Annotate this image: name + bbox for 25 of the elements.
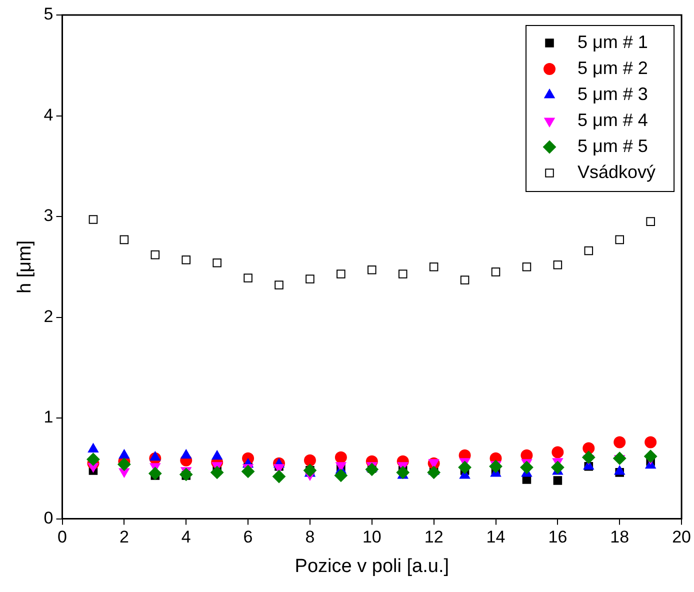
legend-label: 5 μm # 2 [578,58,648,78]
x-axis-title: Pozice v poli [a.u.] [294,556,449,577]
y-tick-label: 0 [44,508,54,528]
x-tick-label: 12 [424,528,444,547]
x-tick-label: 2 [119,528,129,547]
y-tick-label: 3 [44,206,54,226]
x-tick-label: 0 [58,528,67,547]
x-tick-label: 4 [181,528,191,547]
x-tick-label: 18 [610,528,630,547]
y-tick-label: 2 [44,306,54,326]
legend-label: Vsádkový [578,162,656,182]
x-tick-label: 20 [672,528,692,547]
y-axis-title: h [μm] [14,240,36,294]
x-tick-label: 10 [362,528,382,547]
y-tick-label: 1 [44,408,54,427]
y-tick-label: 4 [44,105,54,124]
legend-label: 5 μm # 3 [578,84,648,104]
y-tick-label: 5 [44,4,54,24]
legend-label: 5 μm # 5 [578,136,648,156]
legend-label: 5 μm # 1 [578,32,648,52]
x-tick-label: 16 [548,528,568,547]
x-tick-label: 6 [243,528,253,547]
legend-label: 5 μm # 4 [578,110,648,130]
x-tick-label: 14 [486,528,506,547]
x-tick-label: 8 [305,528,315,547]
